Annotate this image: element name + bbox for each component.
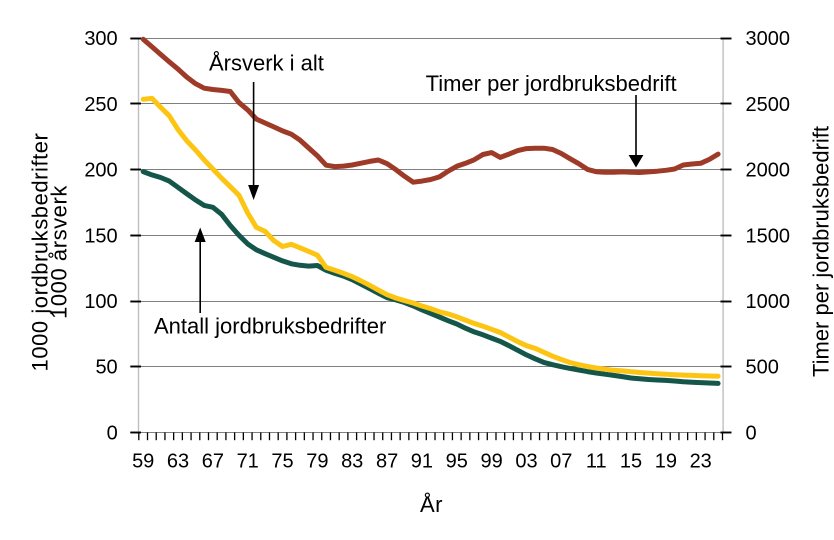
svg-text:3000: 3000: [746, 28, 791, 50]
svg-text:Timer per jordbruksbedrift: Timer per jordbruksbedrift: [809, 126, 834, 377]
svg-text:1000 jordbruksbedrifter: 1000 jordbruksbedrifter: [28, 133, 53, 372]
svg-text:95: 95: [446, 451, 468, 473]
svg-text:67: 67: [202, 451, 224, 473]
svg-text:11: 11: [586, 451, 607, 473]
svg-text:79: 79: [306, 451, 328, 473]
svg-text:15: 15: [620, 451, 642, 473]
svg-text:200: 200: [84, 160, 117, 182]
svg-text:59: 59: [132, 451, 154, 473]
svg-text:0: 0: [107, 422, 118, 444]
svg-text:03: 03: [515, 451, 537, 473]
svg-text:50: 50: [95, 357, 117, 379]
svg-text:07: 07: [550, 451, 572, 473]
svg-text:Timer per jordbruksbedrift: Timer per jordbruksbedrift: [426, 71, 677, 96]
svg-text:99: 99: [480, 451, 502, 473]
svg-text:1000: 1000: [746, 291, 791, 313]
svg-text:71: 71: [237, 451, 259, 473]
svg-text:150: 150: [84, 225, 117, 247]
svg-text:1000 årsverk: 1000 årsverk: [47, 185, 72, 319]
svg-text:87: 87: [376, 451, 398, 473]
svg-text:250: 250: [84, 94, 117, 116]
svg-text:100: 100: [84, 291, 117, 313]
svg-text:0: 0: [746, 422, 757, 444]
svg-text:Antall jordbruksbedrifter: Antall jordbruksbedrifter: [154, 314, 386, 339]
svg-text:2000: 2000: [746, 160, 791, 182]
svg-text:83: 83: [341, 451, 363, 473]
svg-text:År: År: [420, 492, 443, 517]
svg-text:23: 23: [690, 451, 712, 473]
svg-text:91: 91: [411, 451, 433, 473]
svg-text:63: 63: [167, 451, 189, 473]
svg-text:75: 75: [271, 451, 293, 473]
svg-text:300: 300: [84, 28, 117, 50]
svg-text:19: 19: [655, 451, 677, 473]
svg-text:500: 500: [746, 357, 779, 379]
svg-text:2500: 2500: [746, 94, 791, 116]
svg-text:Årsverk i alt: Årsverk i alt: [209, 51, 324, 76]
svg-text:1500: 1500: [746, 225, 791, 247]
